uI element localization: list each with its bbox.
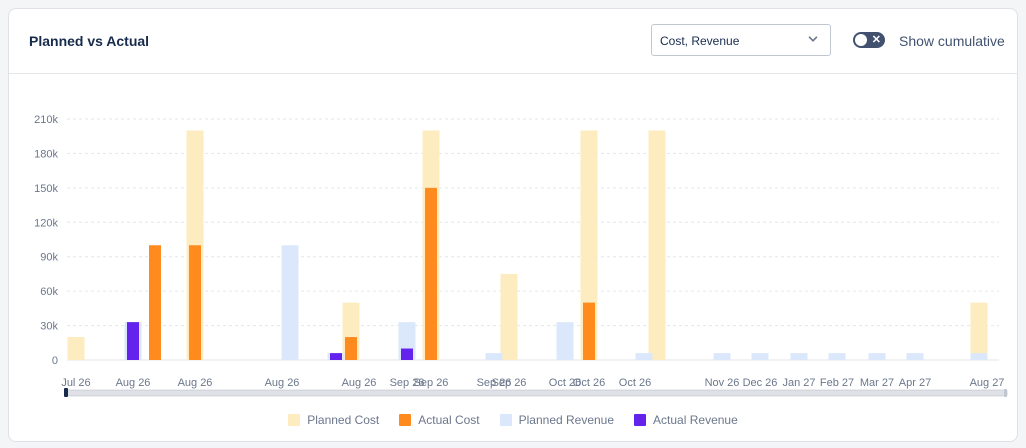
x-tick-label: Sep 26 — [414, 377, 449, 389]
range-slider-track — [64, 389, 1008, 397]
planned-vs-actual-card: Planned vs Actual Cost, Revenue ✕ Show c… — [8, 8, 1018, 442]
chart-legend: Planned Cost Actual Cost Planned Revenue Ac… — [9, 413, 1017, 427]
planned-revenue-bar — [635, 353, 653, 360]
planned-revenue-bar — [970, 353, 988, 360]
legend-label: Planned Revenue — [518, 413, 615, 427]
close-icon: ✕ — [871, 34, 881, 46]
legend-item[interactable]: Planned Cost — [288, 413, 379, 427]
x-tick-label: Sep 26 — [390, 377, 425, 389]
planned-cost-bar — [500, 273, 518, 360]
legend-item[interactable]: Planned Revenue — [499, 413, 615, 427]
x-tick-label: Feb 27 — [820, 377, 854, 389]
planned-revenue-bar — [828, 353, 846, 360]
x-tick-label: Aug 26 — [178, 377, 213, 389]
card-header: Planned vs Actual Cost, Revenue ✕ Show c… — [9, 9, 1017, 74]
planned-revenue-bar — [751, 353, 769, 360]
x-tick-label: Oct 26 — [549, 377, 581, 389]
x-tick-label: Sep 26 — [492, 377, 527, 389]
planned-cost-bar — [970, 302, 988, 360]
legend-swatch — [288, 414, 301, 426]
y-tick-label: 180k — [34, 148, 58, 160]
actual-cost-bar — [583, 302, 595, 360]
actual-cost-bar — [425, 187, 437, 360]
y-tick-label: 60k — [40, 286, 58, 298]
series-select[interactable]: Cost, Revenue — [651, 24, 831, 56]
x-tick-label: Dec 26 — [743, 377, 778, 389]
x-tick-label: Jan 27 — [782, 377, 815, 389]
chevron-down-icon — [808, 36, 818, 42]
range-handle-right[interactable] — [1004, 389, 1007, 397]
x-tick-label: Sep 26 — [477, 377, 512, 389]
cumulative-toggle[interactable]: ✕ — [853, 32, 885, 48]
x-tick-label: Aug 26 — [265, 377, 300, 389]
y-tick-label: 0 — [52, 355, 58, 367]
planned-revenue-bar — [556, 322, 574, 360]
planned-vs-actual-chart: 0 30k 60k 90k 120k 150k 180k 210k Jul 26 Aug 26 Au… — [34, 114, 1008, 397]
legend-swatch — [634, 414, 647, 426]
cumulative-label: Show cumulative — [899, 33, 1005, 49]
legend-item[interactable]: Actual Cost — [399, 413, 480, 427]
legend-item[interactable]: Actual Revenue — [634, 413, 738, 427]
actual-cost-bar — [189, 245, 201, 360]
toggle-knob — [855, 34, 867, 46]
planned-revenue-bar — [868, 353, 886, 360]
planned-revenue-bar — [790, 353, 808, 360]
y-tick-label: 120k — [34, 217, 58, 229]
series-select-value: Cost, Revenue — [660, 34, 740, 48]
x-tick-label: Oct 26 — [619, 377, 651, 389]
x-tick-label: Nov 26 — [705, 377, 740, 389]
planned-revenue-bar — [485, 353, 503, 360]
x-tick-label: Jul 26 — [61, 377, 90, 389]
range-handle-left[interactable] — [64, 388, 68, 397]
y-tick-label: 150k — [34, 183, 58, 195]
y-tick-label: 210k — [34, 114, 58, 126]
legend-swatch — [399, 414, 412, 426]
planned-revenue-bar — [281, 245, 299, 360]
actual-revenue-bar — [330, 353, 342, 360]
x-tick-label: Aug 26 — [342, 377, 377, 389]
y-tick-label: 90k — [40, 252, 58, 264]
actual-cost-bar — [149, 245, 161, 360]
legend-label: Actual Revenue — [653, 413, 738, 427]
planned-revenue-bar — [906, 353, 924, 360]
actual-cost-bar — [345, 337, 357, 360]
x-tick-label: Mar 27 — [860, 377, 894, 389]
y-tick-label: 30k — [40, 321, 58, 333]
x-tick-label: Oct 26 — [573, 377, 605, 389]
planned-cost-bar — [67, 337, 85, 360]
x-tick-label: Aug 26 — [116, 377, 151, 389]
legend-label: Actual Cost — [418, 413, 480, 427]
x-tick-label: Aug 27 — [970, 377, 1005, 389]
legend-label: Planned Cost — [307, 413, 380, 427]
planned-revenue-bar — [713, 353, 731, 360]
card-title: Planned vs Actual — [29, 33, 150, 49]
planned-cost-bar — [648, 130, 666, 360]
actual-revenue-bar — [127, 322, 139, 360]
legend-swatch — [499, 414, 512, 426]
actual-revenue-bar — [401, 348, 413, 360]
x-tick-label: Apr 27 — [899, 377, 931, 389]
